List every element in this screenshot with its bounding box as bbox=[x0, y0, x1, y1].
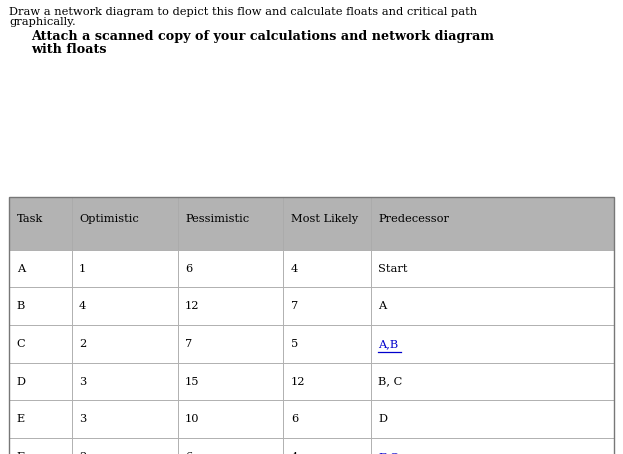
Text: F: F bbox=[17, 452, 25, 454]
Text: with floats: with floats bbox=[31, 43, 107, 56]
Text: 3: 3 bbox=[79, 414, 87, 424]
FancyBboxPatch shape bbox=[72, 250, 178, 287]
FancyBboxPatch shape bbox=[9, 250, 72, 287]
Text: Optimistic: Optimistic bbox=[79, 214, 139, 224]
FancyBboxPatch shape bbox=[9, 438, 72, 454]
Text: Attach a scanned copy of your calculations and network diagram: Attach a scanned copy of your calculatio… bbox=[31, 30, 494, 43]
FancyBboxPatch shape bbox=[178, 287, 283, 325]
FancyBboxPatch shape bbox=[283, 287, 371, 325]
FancyBboxPatch shape bbox=[371, 325, 614, 363]
Text: D: D bbox=[378, 414, 387, 424]
Text: 2: 2 bbox=[79, 339, 87, 349]
FancyBboxPatch shape bbox=[283, 325, 371, 363]
Text: 1: 1 bbox=[79, 263, 87, 274]
Text: Predecessor: Predecessor bbox=[378, 214, 449, 224]
FancyBboxPatch shape bbox=[9, 197, 72, 250]
Text: 3: 3 bbox=[79, 376, 87, 387]
FancyBboxPatch shape bbox=[178, 438, 283, 454]
FancyBboxPatch shape bbox=[371, 287, 614, 325]
Text: 6: 6 bbox=[185, 452, 193, 454]
Text: 2: 2 bbox=[79, 452, 87, 454]
FancyBboxPatch shape bbox=[72, 363, 178, 400]
FancyBboxPatch shape bbox=[178, 325, 283, 363]
Text: 10: 10 bbox=[185, 414, 199, 424]
Text: 7: 7 bbox=[185, 339, 193, 349]
Text: A,B: A,B bbox=[378, 339, 399, 349]
FancyBboxPatch shape bbox=[9, 325, 72, 363]
Text: 7: 7 bbox=[291, 301, 298, 311]
FancyBboxPatch shape bbox=[283, 250, 371, 287]
Text: 4: 4 bbox=[291, 263, 298, 274]
FancyBboxPatch shape bbox=[371, 250, 614, 287]
Text: 12: 12 bbox=[185, 301, 199, 311]
Text: D: D bbox=[17, 376, 26, 387]
FancyBboxPatch shape bbox=[178, 197, 283, 250]
FancyBboxPatch shape bbox=[371, 363, 614, 400]
Text: 6: 6 bbox=[185, 263, 193, 274]
Text: E: E bbox=[17, 414, 25, 424]
Text: Start: Start bbox=[378, 263, 407, 274]
Text: Pessimistic: Pessimistic bbox=[185, 214, 249, 224]
Text: 6: 6 bbox=[291, 414, 298, 424]
FancyBboxPatch shape bbox=[283, 363, 371, 400]
Text: E,C: E,C bbox=[378, 452, 399, 454]
Text: Task: Task bbox=[17, 214, 43, 224]
FancyBboxPatch shape bbox=[9, 400, 72, 438]
FancyBboxPatch shape bbox=[371, 197, 614, 250]
FancyBboxPatch shape bbox=[178, 400, 283, 438]
FancyBboxPatch shape bbox=[283, 400, 371, 438]
Text: 5: 5 bbox=[291, 339, 298, 349]
Text: A: A bbox=[378, 301, 386, 311]
FancyBboxPatch shape bbox=[72, 400, 178, 438]
Text: 4: 4 bbox=[79, 301, 87, 311]
FancyBboxPatch shape bbox=[9, 363, 72, 400]
Text: 4: 4 bbox=[291, 452, 298, 454]
FancyBboxPatch shape bbox=[283, 197, 371, 250]
FancyBboxPatch shape bbox=[178, 363, 283, 400]
FancyBboxPatch shape bbox=[72, 438, 178, 454]
FancyBboxPatch shape bbox=[283, 438, 371, 454]
FancyBboxPatch shape bbox=[9, 287, 72, 325]
FancyBboxPatch shape bbox=[72, 287, 178, 325]
Text: A: A bbox=[17, 263, 25, 274]
Text: Draw a network diagram to depict this flow and calculate floats and critical pat: Draw a network diagram to depict this fl… bbox=[9, 7, 477, 17]
Text: graphically.: graphically. bbox=[9, 17, 76, 27]
FancyBboxPatch shape bbox=[371, 438, 614, 454]
Text: 12: 12 bbox=[291, 376, 305, 387]
Text: Most Likely: Most Likely bbox=[291, 214, 358, 224]
FancyBboxPatch shape bbox=[72, 325, 178, 363]
Text: B: B bbox=[17, 301, 25, 311]
Text: B, C: B, C bbox=[378, 376, 402, 387]
Text: C: C bbox=[17, 339, 26, 349]
FancyBboxPatch shape bbox=[178, 250, 283, 287]
FancyBboxPatch shape bbox=[371, 400, 614, 438]
FancyBboxPatch shape bbox=[72, 197, 178, 250]
Text: 15: 15 bbox=[185, 376, 199, 387]
